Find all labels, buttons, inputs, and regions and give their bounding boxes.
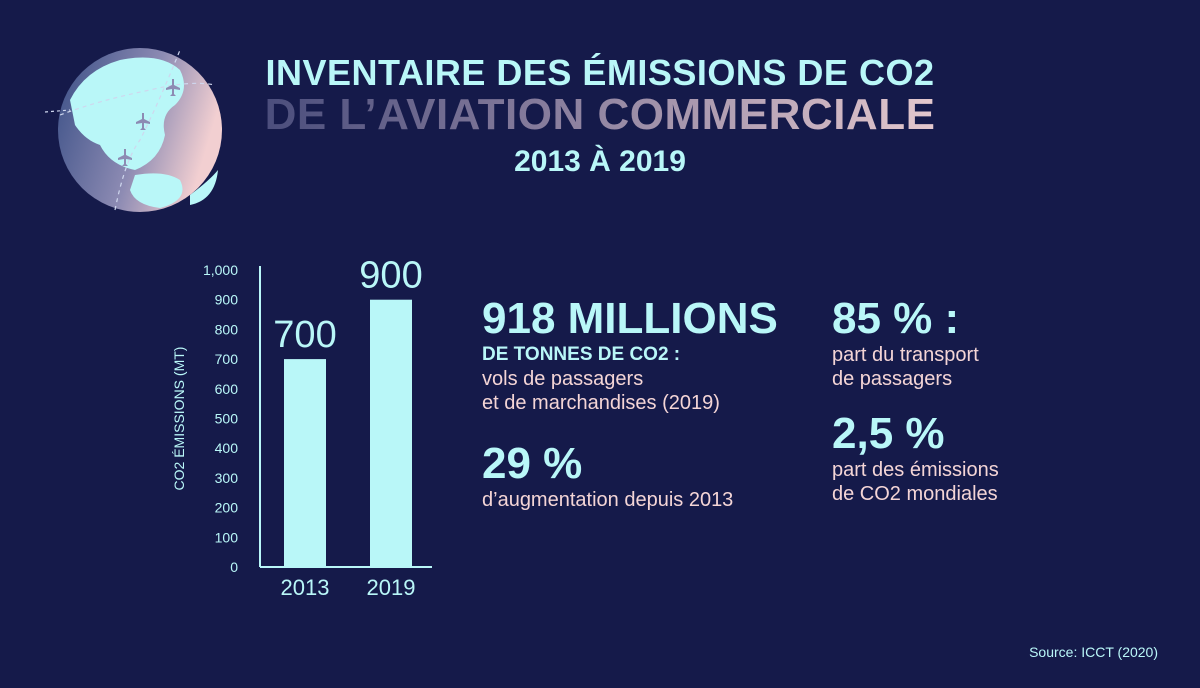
y-tick-label: 100 <box>215 529 239 545</box>
data-label-2013: 700 <box>273 314 336 356</box>
stat-global-share: 2,5 % part des émissions de CO2 mondiale… <box>832 410 999 506</box>
stat-passenger-share: 85 % : part du transport de passagers <box>832 295 979 391</box>
title-line-1: INVENTAIRE DES ÉMISSIONS DE CO2 <box>265 52 935 93</box>
y-tick-label: 1,000 <box>203 262 238 278</box>
stat-total-emissions: 918 MILLIONS DE TONNES DE CO2 : vols de … <box>482 295 778 415</box>
stat-global-desc-1: part des émissions <box>832 459 999 481</box>
y-tick-label: 500 <box>215 411 239 427</box>
stat-total-unit: DE TONNES DE CO2 : <box>482 344 681 365</box>
stat-passenger-value: 85 % : <box>832 294 960 343</box>
source-note: Source: ICCT (2020) <box>1029 644 1158 660</box>
title-line-3: 2013 À 2019 <box>514 145 686 178</box>
bar-chart: 0 100 200 300 400 500 600 700 800 900 1,000 CO2 ÉMI… <box>171 255 432 600</box>
bar-2013 <box>284 359 326 567</box>
y-tick-label: 700 <box>215 351 239 367</box>
globe-illustration <box>44 48 222 212</box>
x-tick-label: 2019 <box>367 575 416 600</box>
y-tick-label: 200 <box>215 500 239 516</box>
stat-passenger-desc-1: part du transport <box>832 344 979 366</box>
stat-passenger-desc-2: de passagers <box>832 368 953 390</box>
stat-global-desc-2: de CO2 mondiales <box>832 483 998 505</box>
bar-2019 <box>370 299 412 567</box>
data-label-2019: 900 <box>359 255 422 297</box>
y-tick-label: 400 <box>215 440 239 456</box>
stat-increase: 29 % d’augmentation depuis 2013 <box>482 440 733 512</box>
stat-total-value: 918 MILLIONS <box>482 294 778 343</box>
y-axis-label: CO2 ÉMISSIONS (MT) <box>171 347 187 491</box>
stat-increase-desc: d’augmentation depuis 2013 <box>482 489 734 511</box>
y-tick-label: 0 <box>230 559 238 575</box>
stat-increase-value: 29 % <box>482 439 583 488</box>
x-tick-label: 2013 <box>281 575 330 600</box>
y-tick-label: 900 <box>215 292 239 308</box>
y-tick-label: 600 <box>215 381 239 397</box>
title-line-2: DE L’AVIATION COMMERCIALE <box>200 90 1000 140</box>
y-tick-label: 300 <box>215 470 239 486</box>
y-tick-label: 800 <box>215 321 239 337</box>
stat-global-value: 2,5 % <box>832 409 945 458</box>
stat-total-desc-2: et de marchandises (2019) <box>482 392 720 414</box>
stat-total-desc-1: vols de passagers <box>482 368 644 390</box>
